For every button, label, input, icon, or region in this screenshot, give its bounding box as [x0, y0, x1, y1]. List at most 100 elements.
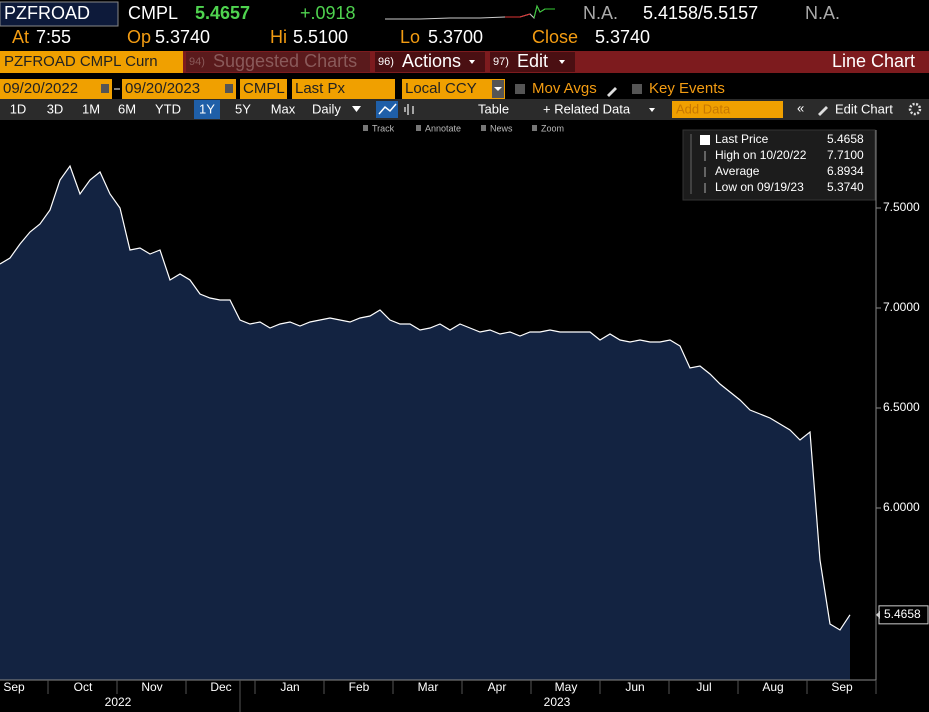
menu-label: Edit	[517, 51, 548, 71]
checkbox[interactable]	[632, 84, 642, 94]
ticker-box[interactable]	[0, 1, 119, 27]
period-button[interactable]: YTD	[155, 101, 181, 116]
tool[interactable]: News	[490, 123, 513, 133]
last-price-label: 5.4658	[884, 607, 921, 621]
na: N.A.	[805, 3, 840, 23]
x-tick-label: Oct	[74, 680, 93, 694]
menu-button[interactable]	[186, 52, 370, 72]
year-label: 2022	[105, 695, 132, 709]
related-button[interactable]: + Related Data	[543, 101, 631, 116]
x-tick-label: Jul	[696, 680, 711, 694]
end-date-box[interactable]	[122, 79, 236, 99]
field-setting-box[interactable]	[240, 79, 287, 99]
period-button[interactable]: 6M	[118, 101, 136, 116]
x-tick-label: Nov	[141, 680, 162, 694]
legend-box	[682, 129, 876, 201]
dropdown-arrow	[469, 60, 475, 64]
x-tick-label: Dec	[210, 680, 231, 694]
area-fill	[0, 166, 850, 680]
check-label: Key Events	[649, 80, 725, 97]
period-button[interactable]: Max	[271, 101, 296, 116]
x-tick-label: Aug	[762, 680, 783, 694]
frequency[interactable]: Daily	[312, 101, 341, 116]
menu-label: Suggested Charts	[213, 51, 357, 71]
legend-value: 5.4658	[827, 132, 864, 146]
legend-label: Average	[715, 164, 760, 178]
dropdown-arrow	[559, 60, 565, 64]
last-price: 5.4657	[195, 3, 250, 23]
checkbox[interactable]	[515, 84, 525, 94]
field-setting: CMPL	[243, 80, 285, 97]
field-setting-box[interactable]	[402, 79, 505, 99]
year-label: 2023	[544, 695, 571, 709]
sparkline-down	[505, 13, 531, 18]
tool[interactable]: Track	[372, 123, 395, 133]
x-tick-label: Jan	[280, 680, 299, 694]
field-setting-box[interactable]	[292, 79, 395, 99]
bar-icon[interactable]	[404, 104, 414, 115]
y-tick-label: 7.0000	[883, 300, 920, 314]
x-tick-label: Jun	[625, 680, 644, 694]
menu-number: 96)	[378, 56, 394, 68]
edit-chart[interactable]: Edit Chart	[835, 101, 893, 116]
period-button[interactable]: 5Y	[235, 101, 251, 116]
field-setting: Last Px	[295, 80, 346, 97]
legend-label: High on 10/20/22	[715, 148, 807, 162]
menu-button[interactable]	[375, 52, 485, 72]
quote-label: Hi	[270, 27, 287, 47]
menu-number: 97)	[493, 56, 509, 68]
period-button[interactable]: 1M	[82, 101, 100, 116]
add-data: Add Data	[676, 101, 731, 116]
bid-ask: 5.4158/5.5157	[643, 3, 758, 23]
quote-value: 5.3740	[155, 27, 210, 47]
tool-icon	[416, 125, 421, 131]
change: +.0918	[300, 3, 356, 23]
calendar-icon	[101, 84, 109, 93]
start-date-box[interactable]	[0, 79, 112, 99]
quote-value: 5.3740	[595, 27, 650, 47]
ticker: PZFROAD	[4, 3, 90, 23]
y-tick-label: 7.5000	[883, 200, 920, 214]
quote-label: At	[12, 27, 29, 47]
legend-value: 6.8934	[827, 164, 864, 178]
end-date: 09/20/2023	[125, 80, 200, 97]
security: PZFROAD CMPL Curn	[4, 53, 158, 70]
price-line	[0, 164, 851, 631]
pencil-icon	[607, 87, 617, 97]
calendar-icon	[225, 84, 233, 93]
legend-value: 7.7100	[827, 148, 864, 162]
x-tick-label: May	[555, 680, 578, 694]
legend-value: 5.3740	[827, 180, 864, 194]
menu-label: Actions	[402, 51, 461, 71]
gear-icon[interactable]	[908, 102, 922, 116]
security-box[interactable]	[0, 51, 183, 73]
legend-label: Last Price	[715, 132, 769, 146]
menu-button[interactable]	[490, 52, 575, 72]
table-button[interactable]: Table	[478, 101, 509, 116]
add-data-box[interactable]	[672, 101, 783, 118]
active-period[interactable]	[194, 100, 220, 119]
period-button[interactable]: 1Y	[199, 101, 215, 116]
menu-number: 94)	[189, 56, 205, 68]
period-button[interactable]: 1D	[10, 101, 27, 116]
pencil-icon	[818, 106, 828, 116]
quote-label: Close	[532, 27, 578, 47]
collapse-icon[interactable]: «	[797, 100, 804, 115]
y-tick-label: 6.5000	[883, 400, 920, 414]
tool-icon	[481, 125, 486, 131]
dropdown-arrow	[494, 87, 502, 91]
tool[interactable]: Annotate	[425, 123, 461, 133]
field: CMPL	[128, 3, 178, 23]
tool-icon	[363, 125, 368, 131]
legend-swatch	[700, 135, 710, 145]
dropdown-arrow	[649, 108, 655, 112]
quote-value: 5.5100	[293, 27, 348, 47]
check-label: Mov Avgs	[532, 80, 597, 97]
start-date: 09/20/2022	[3, 80, 78, 97]
quote-value: 5.3700	[428, 27, 483, 47]
na: N.A.	[583, 3, 618, 23]
tool[interactable]: Zoom	[541, 123, 564, 133]
field-setting: Local CCY	[405, 80, 477, 97]
last-price-pointer	[876, 610, 880, 619]
period-button[interactable]: 3D	[47, 101, 64, 116]
